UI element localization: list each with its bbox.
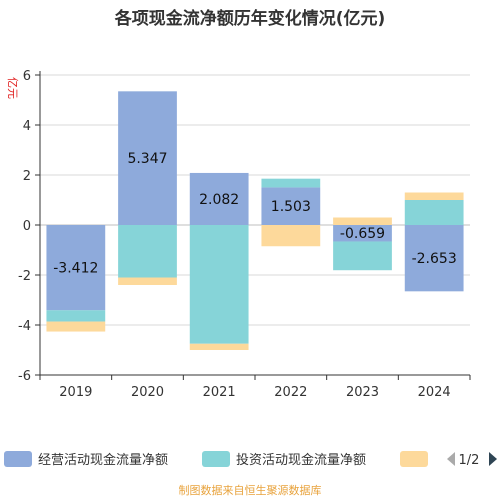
data-label: 2.082 xyxy=(199,192,239,208)
legend-item-series-1[interactable]: 经营活动现金流量净额 xyxy=(4,451,168,468)
data-labels: -3.412 5.347 2.082 1.503 -0.659 -2.653 xyxy=(53,151,456,276)
legend-page-indicator: 1/2 xyxy=(459,453,480,468)
legend-next-page-icon[interactable] xyxy=(489,452,497,466)
legend-swatch-series-3 xyxy=(400,451,428,467)
bar-series-3 xyxy=(261,225,321,247)
x-tick-label: 2019 xyxy=(59,385,92,400)
bar-series-1 xyxy=(333,225,392,242)
bars xyxy=(46,91,464,350)
data-source-note: 制图数据来自恒生聚源数据库 xyxy=(179,483,322,497)
x-tick-label: 2023 xyxy=(346,385,379,400)
y-tick-label: 2 xyxy=(23,169,31,184)
legend-label-series-1: 经营活动现金流量净额 xyxy=(38,452,168,468)
bar-series-2 xyxy=(189,225,249,344)
bar-series-3 xyxy=(404,192,464,200)
legend-prev-page-icon[interactable] xyxy=(447,452,455,466)
bar-series-1 xyxy=(261,187,321,225)
bar-series-2 xyxy=(261,178,321,188)
bar-series-2 xyxy=(404,200,464,225)
bar-series-3 xyxy=(333,217,392,225)
legend-label-series-2: 投资活动现金流量净额 xyxy=(236,452,366,468)
data-label: 1.503 xyxy=(271,199,311,215)
bar-series-1 xyxy=(189,172,249,225)
x-tick-label: 2024 xyxy=(418,385,451,400)
chart-title: 各项现金流净额历年变化情况(亿元) xyxy=(114,8,386,29)
bar-series-3 xyxy=(118,277,177,285)
y-tick-label: -6 xyxy=(18,369,31,384)
data-label: -3.412 xyxy=(53,261,98,277)
bar-series-3 xyxy=(189,343,249,350)
bar-series-1 xyxy=(118,91,177,225)
bar-series-2 xyxy=(46,310,106,322)
bar-series-1 xyxy=(404,225,464,292)
y-tick-label: -4 xyxy=(18,319,31,334)
grid-lines xyxy=(40,74,470,376)
legend-swatch-series-1 xyxy=(4,451,32,467)
bar-series-1 xyxy=(46,225,106,311)
y-tick-label: 0 xyxy=(23,219,31,234)
legend: 经营活动现金流量净额 投资活动现金流量净额 1/2 xyxy=(4,451,497,468)
legend-item-series-2[interactable]: 投资活动现金流量净额 xyxy=(202,451,366,468)
y-tick-label: -2 xyxy=(18,269,31,284)
x-tick-label: 2022 xyxy=(274,385,307,400)
y-tick-label: 4 xyxy=(23,119,31,134)
data-label: -2.653 xyxy=(412,251,457,267)
data-label: 5.347 xyxy=(127,151,167,167)
bar-series-2 xyxy=(118,225,177,278)
legend-item-series-3[interactable] xyxy=(400,451,428,467)
y-tick-label: 6 xyxy=(23,69,31,84)
bar-series-3 xyxy=(46,321,106,332)
legend-swatch-series-2 xyxy=(202,451,230,467)
x-tick-label: 2021 xyxy=(203,385,236,400)
y-axis-unit-label: 亿元 xyxy=(6,77,19,99)
axes: -6 -4 -2 0 2 4 6 2019 2020 2021 2022 2023 2024 xyxy=(18,69,471,400)
bar-series-2 xyxy=(333,241,392,271)
x-tick-label: 2020 xyxy=(131,385,164,400)
data-label: -0.659 xyxy=(340,226,385,242)
